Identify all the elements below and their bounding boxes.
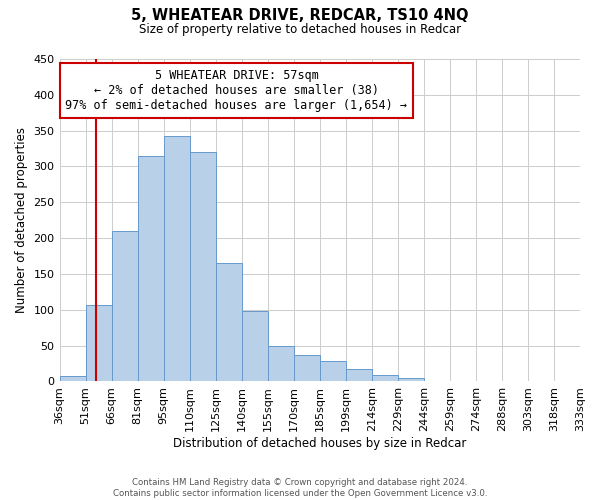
Bar bbox=[398, 378, 424, 382]
Bar bbox=[59, 376, 86, 382]
Y-axis label: Number of detached properties: Number of detached properties bbox=[15, 127, 28, 313]
Bar bbox=[320, 360, 346, 382]
Bar bbox=[242, 310, 268, 382]
X-axis label: Distribution of detached houses by size in Redcar: Distribution of detached houses by size … bbox=[173, 437, 466, 450]
Bar bbox=[112, 231, 137, 382]
Bar bbox=[190, 152, 215, 382]
Bar bbox=[450, 380, 476, 382]
Bar bbox=[86, 305, 112, 382]
Bar bbox=[215, 263, 242, 382]
Text: 5 WHEATEAR DRIVE: 57sqm
← 2% of detached houses are smaller (38)
97% of semi-det: 5 WHEATEAR DRIVE: 57sqm ← 2% of detached… bbox=[65, 68, 407, 112]
Bar bbox=[164, 136, 190, 382]
Text: Size of property relative to detached houses in Redcar: Size of property relative to detached ho… bbox=[139, 22, 461, 36]
Bar bbox=[372, 375, 398, 382]
Bar bbox=[268, 346, 294, 382]
Text: 5, WHEATEAR DRIVE, REDCAR, TS10 4NQ: 5, WHEATEAR DRIVE, REDCAR, TS10 4NQ bbox=[131, 8, 469, 22]
Text: Contains HM Land Registry data © Crown copyright and database right 2024.
Contai: Contains HM Land Registry data © Crown c… bbox=[113, 478, 487, 498]
Bar bbox=[424, 380, 450, 382]
Bar bbox=[346, 368, 372, 382]
Bar bbox=[137, 156, 164, 382]
Bar bbox=[294, 355, 320, 382]
